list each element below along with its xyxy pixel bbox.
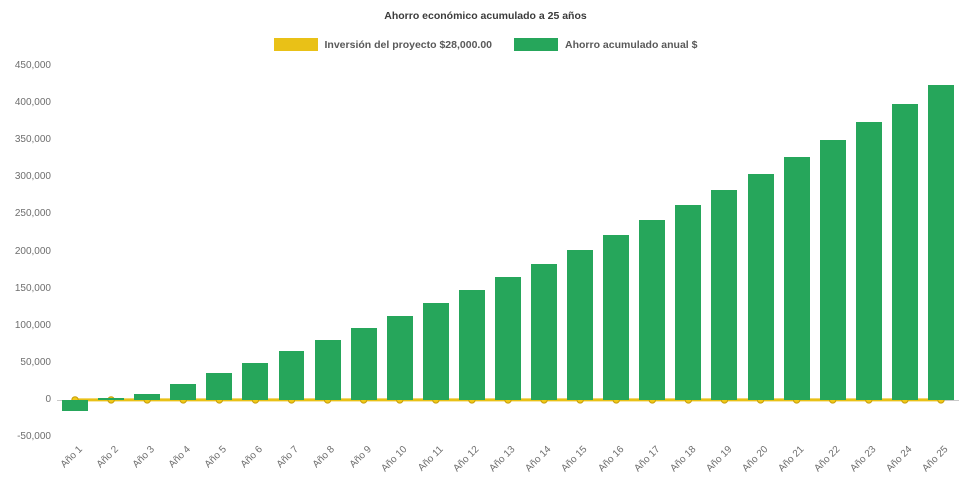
y-tick-label: 50,000: [20, 356, 51, 368]
x-tick-label: Año 10: [379, 444, 410, 475]
bar-año-16: [603, 235, 630, 400]
bar-año-14: [531, 264, 558, 400]
x-tick-label: Año 4: [166, 444, 194, 471]
bar-año-5: [206, 373, 233, 400]
y-tick-label: 200,000: [14, 245, 51, 257]
x-tick-label: Año 16: [595, 444, 627, 475]
x-tick-label: Año 19: [704, 444, 735, 475]
bar-año-7: [278, 350, 305, 400]
x-tick-label: Año 9: [347, 444, 374, 471]
x-tick-label: Año 7: [275, 444, 302, 471]
bar-año-25: [927, 84, 954, 400]
bar-año-24: [891, 103, 918, 400]
bar-año-21: [783, 157, 810, 400]
x-tick-label: Año 22: [812, 444, 843, 475]
y-tick-label: 150,000: [14, 282, 51, 294]
y-tick-label: -50,000: [17, 431, 51, 442]
y-tick-label: 400,000: [14, 97, 51, 109]
legend-label: Ahorro acumulado anual $: [565, 38, 698, 51]
y-tick-label: 100,000: [14, 319, 51, 331]
x-tick-label: Año 5: [202, 444, 230, 471]
bar-año-3: [134, 393, 161, 400]
x-tick-label: Año 20: [740, 444, 771, 475]
bar-año-15: [567, 250, 594, 400]
x-tick-label: Año 13: [487, 444, 518, 475]
x-tick-label: Año 18: [667, 444, 699, 475]
legend-item: Ahorro acumulado anual $: [514, 38, 697, 51]
legend-swatch: [273, 38, 318, 51]
x-tick-label: Año 21: [776, 444, 807, 475]
bar-año-23: [855, 121, 882, 400]
x-tick-label: Año 24: [884, 444, 915, 475]
legend-label: Inversión del proyecto $28,000.00: [324, 38, 493, 51]
bar-año-17: [639, 220, 666, 400]
bar-año-11: [422, 303, 449, 400]
bar-año-22: [819, 140, 846, 400]
bar-año-20: [747, 174, 774, 400]
x-tick-label: Año 15: [559, 444, 590, 475]
bar-año-10: [386, 316, 413, 400]
y-tick-label: 250,000: [14, 208, 51, 220]
x-tick-label: Año 14: [523, 444, 554, 475]
x-tick-label: Año 6: [238, 444, 266, 471]
bar-año-8: [314, 339, 341, 400]
x-tick-label: Año 12: [451, 444, 482, 475]
x-tick-label: Año 11: [415, 444, 446, 474]
plot-area: [57, 66, 959, 437]
legend-item: Inversión del proyecto $28,000.00: [273, 38, 493, 51]
bar-año-19: [711, 189, 738, 400]
x-tick-label: Año 17: [631, 444, 663, 475]
legend-swatch: [514, 38, 559, 51]
y-tick-label: 0: [45, 393, 51, 405]
y-tick-label: 450,000: [14, 60, 51, 71]
bar-año-1: [62, 399, 89, 412]
bar-año-9: [350, 327, 377, 400]
bar-año-18: [675, 205, 702, 400]
x-tick-label: Año 2: [94, 444, 121, 471]
bar-año-2: [98, 398, 125, 400]
x-tick-label: Año 25: [920, 444, 951, 475]
bar-año-4: [170, 383, 197, 400]
x-tick-label: Año 3: [130, 444, 157, 471]
bar-año-12: [458, 290, 485, 400]
y-tick-label: 350,000: [14, 134, 51, 146]
chart-title: Ahorro económico acumulado a 25 años: [384, 10, 587, 22]
x-tick-label: Año 23: [848, 444, 879, 475]
bar-año-13: [495, 277, 521, 400]
bar-año-6: [242, 362, 269, 400]
line-marker: [107, 396, 115, 404]
legend: Inversión del proyecto $28,000.00 Ahorro …: [0, 38, 971, 51]
x-tick-label: Año 8: [311, 444, 338, 471]
y-tick-label: 300,000: [14, 171, 51, 183]
x-tick-label: Año 1: [58, 444, 85, 471]
